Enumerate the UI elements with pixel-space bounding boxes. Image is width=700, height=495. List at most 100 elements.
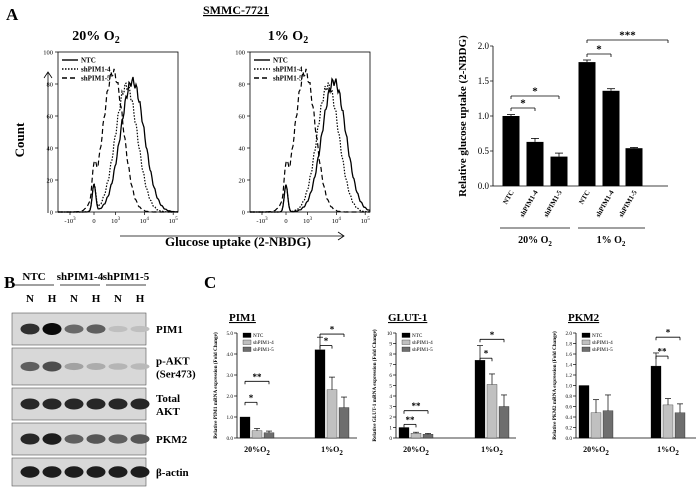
significance-label: **	[658, 347, 668, 357]
bar	[674, 412, 686, 439]
y-tick-label: 0.0	[227, 436, 234, 442]
blot-label: (Ser473)	[156, 369, 196, 381]
blot-band	[108, 434, 128, 444]
blot-band	[64, 324, 84, 334]
histogram-frame	[249, 51, 371, 213]
group-label: 1%O2	[321, 445, 343, 457]
ntc-curve	[58, 76, 179, 213]
blot-label: PKM2	[156, 434, 188, 446]
blot-band	[42, 466, 62, 478]
lane-label: H	[92, 293, 101, 305]
group-label: 20%O2	[244, 445, 270, 457]
pim1-mrna-chart: PIM1 0.0 1.0 2.0 3.0 4.0 5.0 Relative PIM1 mRNA…	[212, 312, 357, 457]
legend-label: shPIM1-4	[273, 66, 303, 74]
blot-band	[130, 398, 150, 410]
y-tick-label: 60	[47, 114, 54, 121]
legend-swatch	[242, 339, 252, 345]
group-label: 1%O2	[481, 445, 503, 457]
blot-band	[108, 398, 128, 410]
blot-band	[86, 466, 106, 478]
bar	[526, 141, 544, 186]
blot-band	[64, 362, 84, 371]
western-blot: NTC shPIM1-4 shPIM1-5 N H N H N H PIM1 p-AKT(Ser47…	[11, 271, 196, 487]
blot-label: p-AKT	[156, 356, 190, 368]
chart-title: GLUT-1	[388, 312, 427, 324]
bar	[590, 412, 602, 439]
y-tick-label: 2	[389, 415, 392, 421]
x-tick-label: 105	[361, 217, 371, 225]
significance-label: *	[666, 328, 671, 338]
legend-label: NTC	[81, 57, 96, 65]
blot-band	[130, 434, 150, 444]
x-tick-label: 0	[284, 218, 287, 225]
legend-label: shPIM1-5	[81, 75, 111, 83]
y-tick-label: 5.0	[227, 331, 234, 337]
legend-label: shPIM1-4	[81, 66, 111, 74]
y-tick-label: 0.2	[566, 425, 573, 431]
histogram-1-o2: 0 20 40 60 80 100 -103 0 103 104 105 NTCshPIM1-4shP…	[235, 50, 371, 225]
y-tick-label: 4	[389, 394, 392, 400]
blot-label: AKT	[156, 406, 181, 418]
blot-band	[64, 434, 84, 444]
bar	[314, 349, 326, 439]
blot-label: β-actin	[156, 467, 189, 479]
legend-label: shPIM1-5	[592, 347, 613, 353]
significance-label: ***	[619, 30, 636, 42]
x-tick-label: 105	[169, 217, 179, 225]
bar	[251, 430, 263, 439]
bar	[474, 360, 486, 439]
significance-label: *	[330, 325, 335, 335]
significance-label: *	[532, 86, 538, 98]
group-label: 20%O2	[403, 445, 429, 457]
x-tick-label: 103	[303, 217, 313, 225]
category-label: shPIM1-5	[617, 189, 639, 219]
y-tick-label: 3	[389, 404, 392, 410]
y-axis-label: Relative PIM1 mRNA expression (Fold Chan…	[212, 332, 219, 439]
y-tick-label: 0.8	[566, 394, 573, 400]
x-tick-label: 0	[92, 218, 95, 225]
legend-swatch	[401, 332, 411, 338]
shpim1-5-curve	[58, 68, 178, 213]
blot-band	[108, 363, 128, 370]
pkm2-mrna-chart: PKM2 0.0 0.2 0.4 0.6 0.8 1.0 1.2 1.4 1.6 1.8 2.0 Rel…	[551, 312, 696, 457]
legend-swatch	[581, 332, 591, 338]
blot-band	[42, 433, 62, 445]
bar	[422, 434, 434, 439]
blot-band	[108, 466, 128, 478]
category-label: shPIM1-5	[542, 189, 564, 219]
bar	[602, 90, 620, 186]
y-tick-label: 1.8	[566, 341, 573, 347]
y-tick-label: 0.6	[566, 404, 573, 410]
blot-band	[20, 466, 40, 478]
y-axis-label: Relative glucose uptake (2-NBDG)	[457, 35, 469, 197]
lane-label: N	[70, 293, 78, 305]
y-tick-label: 6	[389, 373, 392, 379]
shpim1-4-curve	[250, 82, 371, 213]
y-tick-label: 2.0	[566, 331, 573, 337]
blot-band	[86, 363, 106, 370]
y-tick-label: 3.0	[227, 373, 234, 379]
blot-band	[20, 361, 40, 372]
legend-label: NTC	[412, 333, 423, 339]
blot-band	[86, 434, 106, 444]
panel-a-label: A	[6, 5, 19, 24]
legend-swatch	[581, 346, 591, 352]
blot-band	[86, 324, 106, 334]
y-tick-label: 2.0	[227, 394, 234, 400]
x-tick-label: 104	[140, 217, 150, 225]
y-tick-label: 100	[43, 50, 53, 57]
y-axis-label: Relative PKM2 mRNA expression (Fold Chan…	[551, 331, 558, 440]
blot-band	[108, 325, 128, 333]
condition-20-o2: 20% O2	[72, 29, 119, 46]
significance-label: *	[484, 349, 489, 359]
y-tick-label: 1.4	[566, 362, 573, 368]
shpim1-5-curve	[250, 68, 370, 213]
category-label: shPIM1-4	[518, 189, 540, 219]
significance-label: *	[596, 44, 602, 56]
legend-label: NTC	[592, 333, 603, 339]
significance-label: *	[249, 393, 254, 403]
y-tick-label: 0.0	[566, 436, 573, 442]
lane-label: N	[114, 293, 122, 305]
blot-group-label: shPIM1-4	[57, 271, 104, 283]
